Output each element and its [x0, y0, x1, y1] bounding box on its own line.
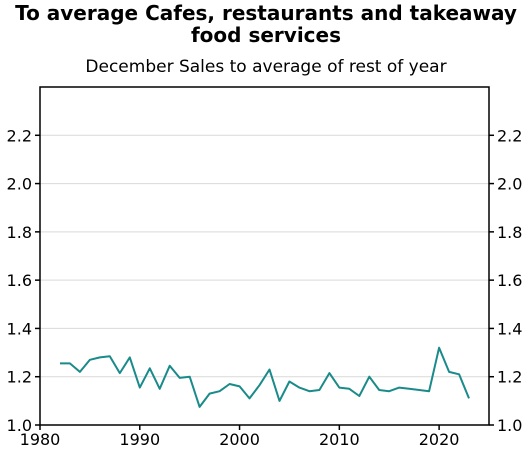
chart-subtitle: December Sales to average of rest of yea…	[85, 57, 446, 77]
series-line	[60, 346, 470, 408]
y-tick-label-right: 1.0	[497, 416, 522, 435]
y-tick-label-right: 2.0	[497, 175, 522, 194]
plot-frame	[39, 86, 490, 426]
y-tick-label-left: 2.2	[7, 126, 32, 145]
y-tick-label-left: 1.6	[7, 271, 32, 290]
y-tick-label-left: 1.8	[7, 223, 32, 242]
chart-title-line2: food services	[191, 23, 341, 47]
x-tick-label: 2000	[219, 430, 260, 449]
grid-lines	[40, 134, 489, 378]
y-tick-label-right: 1.4	[497, 319, 522, 338]
y-tick-label-left: 2.0	[7, 175, 32, 194]
x-tick-label: 1990	[119, 430, 160, 449]
y-tick-label-right: 1.2	[497, 368, 522, 387]
y-tick-label-left: 1.2	[7, 368, 32, 387]
axis-ticks: 1.0 1.0 1.2 1.2 1.4 1.4 1.6 1.6 1.8 1.8 2.0 2.0 2.2 2…	[7, 126, 523, 449]
x-tick-label: 2010	[319, 430, 360, 449]
y-tick-label-left: 1.0	[7, 416, 32, 435]
x-tick-label: 2020	[419, 430, 460, 449]
y-tick-label-right: 2.2	[497, 126, 522, 145]
series-layer	[60, 346, 470, 408]
y-tick-label-right: 1.6	[497, 271, 522, 290]
y-tick-label-left: 1.4	[7, 319, 32, 338]
chart-title-line1: To average Cafes, restaurants and takeaw…	[15, 1, 517, 25]
x-tick-label: 1980	[20, 430, 61, 449]
y-tick-label-right: 1.8	[497, 223, 522, 242]
